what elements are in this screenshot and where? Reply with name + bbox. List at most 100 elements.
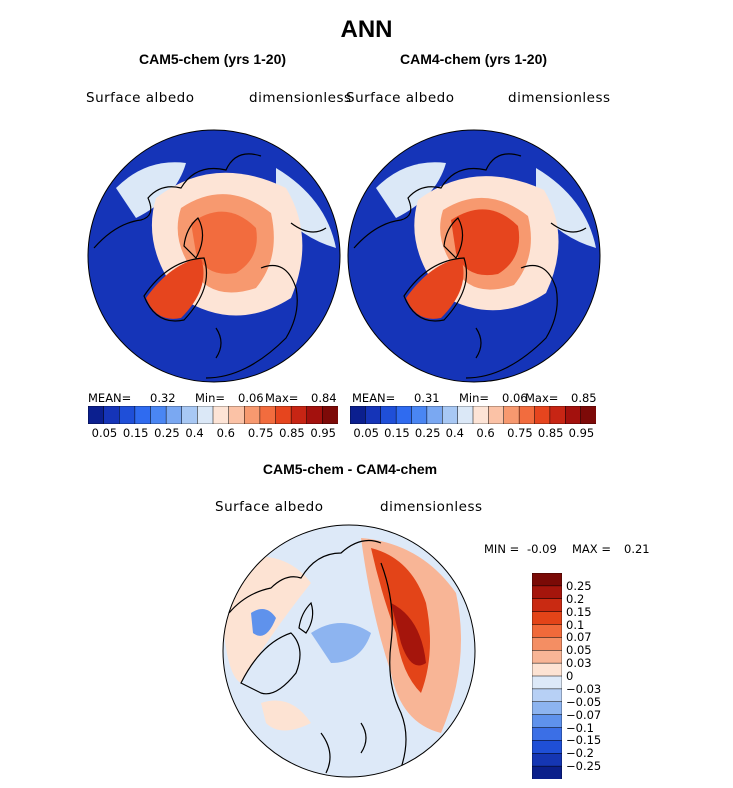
panel3-colorbar-box [532, 662, 562, 677]
panel2-mean-label: MEAN= [352, 391, 396, 405]
panel2-tick-label: 0.05 [353, 426, 379, 440]
panel3-colorbar-box [532, 714, 562, 729]
panel3-tick-label: 0.05 [566, 643, 592, 658]
panel3-colorbar-box [532, 650, 562, 664]
panel1-central-arctic-region [191, 211, 257, 274]
panel2-map-border [347, 129, 601, 383]
panel2-map [347, 129, 601, 383]
panel1-mean-value: 0.32 [150, 391, 176, 405]
panel3-tick-label: 0.03 [566, 656, 592, 671]
panel1-colorbar-ticks: 0.05 0.15 0.25 0.4 0.6 0.75 0.85 0.95 [88, 426, 338, 442]
panel1-colorbar-box [197, 406, 214, 424]
panel1-colorbar-box [290, 406, 308, 424]
panel1-max-label: Max= [265, 391, 299, 405]
panel3-min-value: -0.09 [527, 542, 557, 556]
panel3-max-value: 0.21 [624, 542, 650, 556]
panel2-max-value: 0.85 [571, 391, 597, 405]
panel1-colorbar-box [306, 406, 324, 424]
panel1-map-border [87, 129, 341, 383]
panel2-coastlines [353, 153, 587, 379]
panel3-tick-label: −0.2 [566, 746, 594, 761]
panel2-variable: Surface albedo [346, 90, 455, 106]
panel3-colorbar-box [532, 573, 562, 587]
panel2-tick-label: 0.15 [384, 426, 410, 440]
panel1-tick-label: 0.75 [247, 426, 274, 440]
panel2-colorbar [350, 406, 596, 424]
panel1-colorbar-box [259, 406, 277, 424]
panel3-map-border [222, 524, 476, 778]
panel1-tick-label: 0.6 [216, 426, 235, 440]
panel2-eurasia-snow-region [536, 168, 596, 248]
panel2-colorbar-box [457, 406, 474, 424]
panel2-units: dimensionless [508, 90, 611, 106]
panel3-colorbar-box [532, 753, 562, 767]
panel3-title: CAM5-chem - CAM4-chem [262, 461, 438, 477]
panel2-colorbar-box [442, 406, 459, 424]
panel1-colorbar-box [103, 406, 120, 424]
panel1-colorbar-box [150, 406, 167, 424]
panel1-coastlines [93, 153, 327, 379]
panel3-colorbar-box [532, 611, 562, 626]
panel3-units: dimensionless [380, 499, 483, 515]
panel3-tick-label: 0.07 [566, 630, 592, 645]
panel2-colorbar-box [380, 406, 397, 424]
panel3-colorbar-box [532, 701, 562, 716]
panel2-colorbar-box [488, 406, 505, 424]
panel1-tick-label: 0.95 [310, 426, 336, 440]
panel3-max-label: MAX = [572, 542, 611, 556]
panel1-colorbar-box [88, 406, 105, 424]
panel1-greenland-region [146, 258, 204, 319]
panel1-colorbar-box [228, 406, 245, 424]
panel3-colorbar-box [532, 675, 562, 690]
panel1-map [87, 129, 341, 383]
panel2-colorbar-box [472, 406, 490, 424]
panel1-tick-label: 0.4 [185, 426, 204, 440]
panel1-min-value: 0.06 [238, 391, 264, 405]
panel1-colorbar-box [212, 406, 230, 424]
panel3-colorbar-box [532, 585, 562, 600]
panel3-colorbar-box [532, 765, 562, 779]
panel2-tick-label: 0.6 [476, 426, 495, 440]
panel3-variable: Surface albedo [215, 499, 324, 515]
panel3-greenland-region [261, 700, 311, 731]
panel2-colorbar-box [411, 406, 428, 424]
panel3-tick-label: −0.1 [566, 720, 594, 735]
panel3-tick-label: −0.07 [566, 707, 602, 722]
panel2-colorbar-box [503, 406, 520, 424]
panel1-colorbar-box [322, 406, 338, 424]
panel1-land-snow-region [116, 162, 186, 218]
panel3-tick-label: 0.15 [566, 604, 592, 619]
panel3-colorbar-box [532, 598, 562, 613]
panel3-colorbar-box [532, 727, 562, 741]
panel1-tick-label: 0.85 [279, 426, 305, 440]
panel2-greenland-region [406, 258, 464, 319]
panel1-tick-label: 0.25 [154, 426, 180, 440]
panel1-tick-label: 0.05 [91, 426, 118, 440]
panel2-title: CAM4-chem (yrs 1-20) [399, 51, 548, 67]
panel3-colorbar-box [532, 637, 562, 651]
panel1-colorbar-box [244, 406, 261, 424]
panel1-colorbar-box [165, 406, 183, 424]
panel2-colorbar-box [580, 406, 596, 424]
panel2-colorbar-box [395, 406, 413, 424]
panel2-colorbar-box [518, 406, 536, 424]
panel2-mean-value: 0.31 [414, 391, 440, 405]
panel3-arctic-ocean-region [311, 623, 371, 663]
panel2-colorbar-box [534, 406, 551, 424]
panel2-colorbar-box [365, 406, 382, 424]
panel3-tick-label: 0.25 [566, 578, 592, 593]
panel1-mean-label: MEAN= [88, 391, 132, 405]
panel1-variable: Surface albedo [86, 90, 195, 106]
panel2-tick-label: 0.75 [507, 426, 533, 440]
panel3-tick-label: −0.15 [566, 733, 602, 748]
panel1-colorbar-box [134, 406, 152, 424]
panel1-colorbar-box [275, 406, 292, 424]
panel3-coastlines [228, 540, 407, 774]
panel2-colorbar-box [426, 406, 443, 424]
panel1-max-value: 0.84 [311, 391, 337, 405]
panel1-colorbar [88, 406, 338, 424]
panel2-tick-label: 0.95 [568, 426, 595, 440]
panel3-tick-label: 0 [566, 669, 574, 683]
panel2-tick-label: 0.25 [414, 426, 441, 440]
page-title: ANN [340, 16, 393, 43]
